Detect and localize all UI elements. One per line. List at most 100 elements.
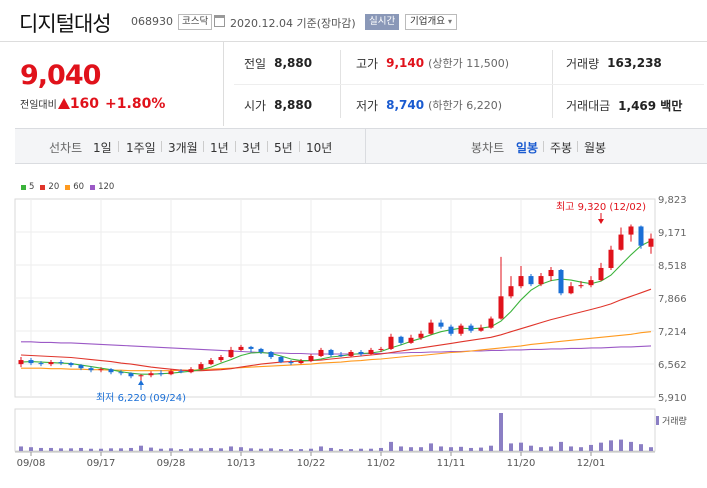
- candle-body: [38, 363, 44, 365]
- candle-body: [638, 226, 644, 246]
- candle-body: [238, 346, 244, 350]
- legend-swatch: [40, 184, 46, 190]
- company-overview-button[interactable]: 기업개요 ▾: [405, 14, 458, 30]
- amount-label: 거래대금: [566, 98, 611, 113]
- volume-bar: [549, 446, 553, 451]
- max-price-label: 최고 9,320 (12/02): [556, 201, 646, 213]
- x-tick-label: 11/20: [507, 458, 536, 469]
- candle-body: [598, 267, 604, 281]
- volume-bar: [69, 448, 73, 451]
- y-tick-label: 9,823: [658, 195, 687, 206]
- tab-5y[interactable]: 5년: [274, 141, 293, 155]
- tab-3m[interactable]: 3개월: [168, 141, 198, 155]
- tab-weekly[interactable]: 주봉: [550, 141, 573, 155]
- tab-3y[interactable]: 3년: [242, 141, 261, 155]
- candle-body: [148, 373, 154, 376]
- volume-bar: [509, 443, 513, 451]
- volume-bar: [609, 440, 613, 451]
- tab-separator: [118, 141, 119, 152]
- candle-body: [358, 351, 364, 354]
- x-tick-label: 09/08: [17, 458, 46, 469]
- candle-body: [158, 373, 164, 375]
- volume-bar: [379, 447, 383, 451]
- volume-bar: [149, 447, 153, 451]
- price-change-row: 전일대비 160 +1.80%: [20, 96, 165, 112]
- x-tick-label: 10/13: [227, 458, 256, 469]
- realtime-button[interactable]: 실시간: [365, 14, 400, 30]
- x-tick-label: 11/02: [367, 458, 396, 469]
- volume-bar: [449, 447, 453, 451]
- tab-1y[interactable]: 1년: [210, 141, 229, 155]
- tab-monthly[interactable]: 월봉: [584, 141, 607, 155]
- change-label: 전일대비: [20, 100, 57, 111]
- candle-body: [78, 365, 84, 369]
- candle-body: [478, 327, 484, 331]
- volume-bar: [239, 447, 243, 451]
- volume-bar: [159, 448, 163, 451]
- volume-swatch: [656, 416, 659, 425]
- ma60-line: [21, 331, 652, 372]
- candle-body: [488, 318, 494, 328]
- volume-bar: [459, 446, 463, 451]
- candle-body: [108, 369, 114, 373]
- volume-bar: [599, 442, 603, 451]
- candle-body: [408, 337, 414, 343]
- volume-bar: [409, 447, 413, 451]
- candle-body: [248, 346, 254, 349]
- stock-header: 디지털대성 068930 코스닥 2020.12.04 기준(장마감) 실시간 …: [0, 0, 707, 42]
- volume-bar: [229, 446, 233, 451]
- volume-bar: [559, 441, 563, 451]
- prev-close-label: 전일: [244, 56, 267, 71]
- volume-bar: [619, 439, 623, 451]
- volume-bar: [289, 449, 293, 451]
- low-label: 저가: [356, 98, 379, 113]
- candle-body: [618, 234, 624, 250]
- volume-bar: [169, 448, 173, 451]
- tab-separator: [577, 141, 578, 152]
- candle-body: [288, 362, 294, 364]
- open-cell: 시가 8,880: [244, 84, 312, 126]
- volume-bar: [479, 447, 483, 451]
- candle-body: [458, 325, 464, 334]
- volume-bar: [39, 447, 43, 451]
- volume-cell: 거래량 163,238: [566, 42, 662, 84]
- volume-bar: [299, 449, 303, 451]
- tab-daily[interactable]: 일봉: [516, 141, 539, 155]
- tab-1w[interactable]: 1주일: [126, 141, 156, 155]
- volume-bar: [579, 447, 583, 451]
- volume-label: 거래량: [566, 56, 600, 71]
- line-chart-title: 선차트: [49, 141, 83, 155]
- volume-bar: [199, 448, 203, 451]
- candle-body: [198, 364, 204, 370]
- amount-cell: 거래대금 1,469 백만: [566, 84, 682, 126]
- volume-bar: [399, 446, 403, 451]
- tab-1d[interactable]: 1일: [93, 141, 112, 155]
- tab-separator: [267, 141, 268, 152]
- volume-bar: [639, 444, 643, 451]
- volume-bar: [79, 447, 83, 451]
- base-date: 2020.12.04 기준(장마감): [230, 17, 356, 30]
- candle-body: [428, 322, 434, 334]
- tab-10y[interactable]: 10년: [306, 141, 333, 155]
- candle-body: [528, 276, 534, 285]
- candle-body: [178, 371, 184, 373]
- volume-plot-frame: [14, 408, 656, 452]
- candle-body: [188, 369, 194, 373]
- candle-body: [298, 361, 304, 364]
- volume-bar: [99, 448, 103, 451]
- volume-bar: [649, 447, 653, 451]
- ma5-line: [20, 240, 652, 375]
- volume-bar: [329, 447, 333, 451]
- candle-body: [128, 373, 134, 377]
- legend-label: 60: [73, 182, 85, 192]
- ma-legend: 5 20 60 120: [21, 182, 120, 192]
- tab-separator: [235, 141, 236, 152]
- volume-bar: [49, 447, 53, 451]
- candle-body: [18, 360, 24, 365]
- candle-body: [568, 286, 574, 294]
- volume-bar: [529, 445, 533, 451]
- y-tick-label: 9,171: [658, 228, 687, 239]
- candle-body: [578, 285, 584, 287]
- candle-body: [628, 226, 634, 235]
